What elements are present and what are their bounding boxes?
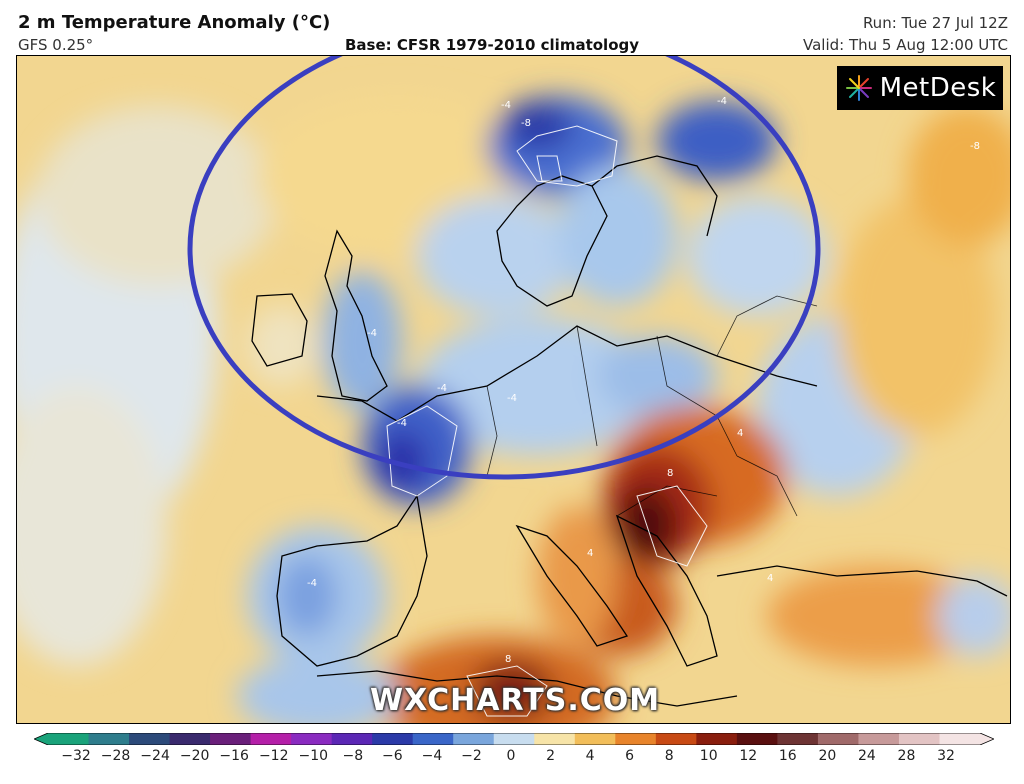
highlight-ellipse	[187, 56, 821, 480]
contour-label: -4	[717, 96, 727, 107]
contour-label: 4	[767, 573, 773, 584]
coastlines	[251, 155, 1008, 707]
colorbar-arrow-left	[34, 733, 48, 745]
colorbar-tick-label: −4	[421, 748, 443, 764]
colorbar-segment	[129, 733, 171, 745]
colorbar-tick-label: 6	[625, 748, 635, 764]
colorbar-tick-label: 16	[778, 748, 797, 764]
colorbar-tick-label: −24	[140, 748, 170, 764]
colorbar-tick-label: −20	[179, 748, 210, 764]
colorbar-tick-label: −28	[100, 748, 131, 764]
colorbar-segment	[736, 733, 778, 745]
colorbar-segment	[169, 733, 211, 745]
colorbar-segment	[250, 733, 292, 745]
wxcharts-watermark: WXCHARTS.COM	[370, 683, 661, 718]
colorbar-tick-label: −10	[298, 748, 329, 764]
contour-label: -4	[437, 383, 447, 394]
colorbar-segment	[493, 733, 535, 745]
colorbar-tick-label: 24	[857, 748, 876, 764]
colorbar-segment	[615, 733, 657, 745]
model-label: GFS 0.25°	[18, 36, 94, 54]
colorbar-segment	[696, 733, 738, 745]
contour-label: -4	[397, 418, 407, 429]
colorbar-tick-label: 20	[818, 748, 837, 764]
colorbar-tick-label: 2	[546, 748, 555, 764]
contours	[386, 125, 708, 717]
colorbar-segment	[858, 733, 900, 745]
colorbar-tick-label: 12	[739, 748, 758, 764]
colorbar-segment	[655, 733, 697, 745]
colorbar-tick-label: 28	[897, 748, 916, 764]
metdesk-logo-text: MetDesk	[879, 73, 997, 103]
colorbar-tick-label: −16	[219, 748, 249, 764]
colorbar-segment	[574, 733, 616, 745]
colorbar-tick-label: −2	[461, 748, 482, 764]
colorbar-tick-label: −32	[61, 748, 91, 764]
colorbar-segment	[210, 733, 252, 745]
colorbar-tick-label: −6	[382, 748, 403, 764]
colorbar	[34, 733, 994, 745]
contour-label: -4	[367, 328, 377, 339]
colorbar-segment	[898, 733, 940, 745]
colorbar-segment	[88, 733, 130, 745]
colorbar-tick-label: −12	[258, 748, 289, 764]
anomaly-field	[17, 96, 1010, 723]
colorbar-segment	[453, 733, 495, 745]
colorbar-segment	[412, 733, 454, 745]
colorbar-segment	[534, 733, 576, 745]
contour-label: 4	[587, 548, 593, 559]
colorbar-segment	[817, 733, 859, 745]
colorbar-segment	[331, 733, 373, 745]
colorbar-tick-label: 8	[664, 748, 674, 764]
colorbar-segment	[291, 733, 333, 745]
contour-label: -4	[501, 100, 511, 111]
contour-label-group: -4 -8 -4 -4 -4 -4 -4 -8 4 8 4 8 4 -4	[307, 96, 980, 665]
colorbar-tick-label: 10	[699, 748, 718, 764]
colorbar-arrow-right	[980, 733, 994, 745]
anomaly-map: -4 -8 -4 -4 -4 -4 -4 -8 4 8 4 8 4 -4	[16, 55, 1011, 724]
metdesk-logo: MetDesk	[837, 66, 1003, 110]
colorbar-segment	[939, 733, 981, 745]
colorbar-tick-label: −8	[342, 748, 364, 764]
country-borders	[486, 295, 818, 517]
metdesk-logo-icon	[845, 75, 872, 101]
colorbar-segment	[777, 733, 819, 745]
map-title: 2 m Temperature Anomaly (°C)	[18, 12, 331, 33]
contour-label: 8	[505, 654, 511, 665]
valid-time-label: Valid: Thu 5 Aug 12:00 UTC	[802, 36, 1008, 54]
contour-label: -4	[507, 393, 517, 404]
colorbar-tick-label: 0	[506, 748, 516, 764]
contour-label: 8	[667, 468, 673, 479]
climatology-base-label: Base: CFSR 1979-2010 climatology	[345, 36, 640, 54]
contour-label: -8	[521, 118, 531, 129]
colorbar-segment	[372, 733, 414, 745]
contour-label: -4	[307, 578, 317, 589]
contour-label: -8	[970, 141, 980, 152]
colorbar-tick-label: 4	[585, 748, 595, 764]
contour-label: 4	[737, 428, 743, 439]
colorbar-tick-label: 32	[937, 748, 955, 764]
map-canvas: -4 -8 -4 -4 -4 -4 -4 -8 4 8 4 8 4 -4	[17, 56, 1010, 723]
colorbar-segment	[48, 733, 90, 745]
colorbar-ticks: −32 −28 −24 −20 −16 −12 −10 −8 −6 −4 −2 0 2 4 6 8 10 12 16…	[0, 748, 1024, 768]
run-time-label: Run: Tue 27 Jul 12Z	[862, 14, 1008, 32]
